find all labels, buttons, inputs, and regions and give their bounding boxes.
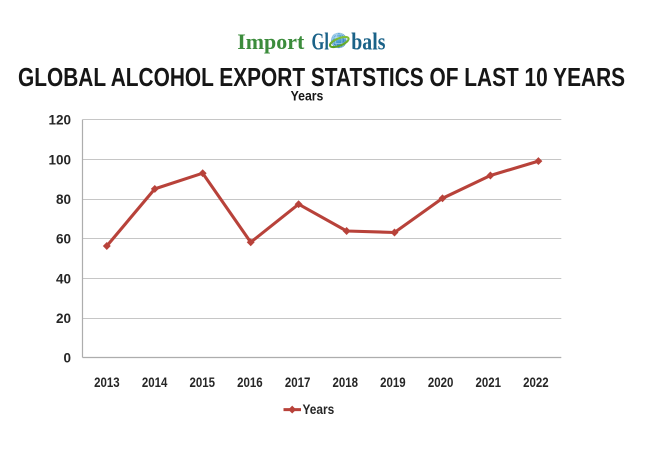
- svg-text:2018: 2018: [332, 375, 358, 390]
- svg-text:0: 0: [63, 351, 71, 366]
- svg-text:120: 120: [48, 113, 71, 128]
- svg-text:bals: bals: [351, 30, 385, 56]
- svg-text:Gl: Gl: [312, 30, 330, 56]
- svg-text:2019: 2019: [380, 375, 406, 390]
- svg-text:Import: Import: [237, 29, 305, 54]
- svg-text:2022: 2022: [523, 375, 549, 390]
- svg-text:2017: 2017: [285, 375, 311, 390]
- svg-text:2013: 2013: [94, 375, 120, 390]
- svg-text:2020: 2020: [428, 375, 454, 390]
- svg-text:2015: 2015: [189, 375, 215, 390]
- svg-text:Years: Years: [303, 401, 335, 417]
- svg-text:40: 40: [56, 271, 71, 286]
- svg-text:2016: 2016: [237, 375, 263, 390]
- svg-text:Years: Years: [291, 88, 324, 104]
- svg-text:100: 100: [48, 152, 71, 167]
- svg-text:80: 80: [56, 192, 71, 207]
- svg-text:60: 60: [56, 232, 71, 247]
- svg-text:2014: 2014: [142, 375, 168, 390]
- svg-text:2021: 2021: [475, 375, 501, 390]
- svg-text:20: 20: [56, 311, 71, 326]
